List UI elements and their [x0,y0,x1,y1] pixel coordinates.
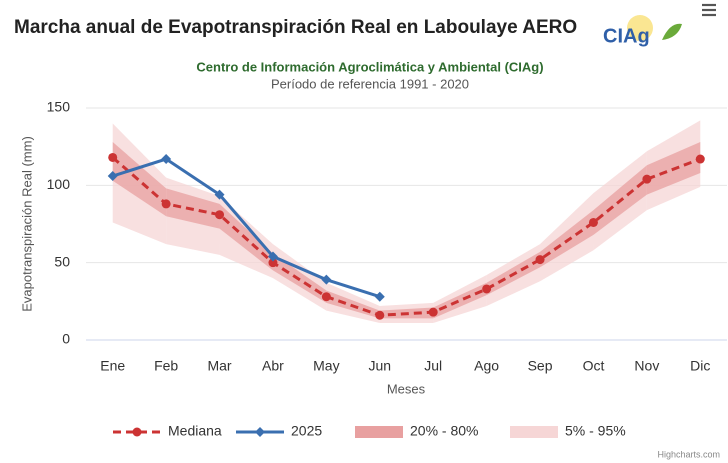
range-band [540,210,594,268]
point-marker [268,258,278,268]
range-band [433,282,487,319]
legend-label: 20% - 80% [410,423,478,439]
x-tick-label: Dic [690,358,710,374]
point-marker [482,284,492,294]
x-tick-label: Oct [583,358,605,374]
x-tick-label: May [313,358,339,374]
chart-subtitle: Período de referencia 1991 - 2020 [271,76,469,91]
x-tick-label: Nov [634,358,659,374]
x-tick-label: Feb [154,358,178,374]
chart-subtitle: Centro de Información Agroclimática y Am… [196,59,543,74]
chart-title: Marcha anual de Evapotranspiración Real … [14,17,577,38]
x-tick-label: Sep [528,358,553,374]
point-marker [428,307,438,317]
point-marker [588,217,598,227]
legend-swatch [355,426,403,438]
point-marker [374,291,385,302]
x-axis-title: Meses [387,381,426,396]
y-tick-label: 150 [47,99,71,115]
x-tick-label: Jun [369,358,392,374]
legend-label: 2025 [291,423,322,439]
y-tick-label: 0 [62,331,70,347]
logo-leaf [662,23,682,40]
x-tick-label: Jul [424,358,442,374]
legend-label: 5% - 95% [565,423,626,439]
point-marker [214,189,225,200]
legend-marker [255,427,265,437]
logo-sun [627,15,653,41]
point-marker [215,210,225,220]
y-tick-label: 100 [47,176,71,192]
point-marker [321,274,332,285]
legend: Mediana 2025 20% - 80% 5% - 95% [113,423,626,439]
x-tick-label: Mar [207,358,231,374]
series-line [111,156,701,317]
point-marker [695,154,705,164]
legend-marker [132,427,142,437]
logo: CIAg [603,15,682,47]
point-marker [375,310,385,320]
point-marker [161,154,172,165]
plot-area: 0 50 100 150 Ene Feb Mar Abr May Jun Jul Ago Sep Oct N… [47,99,727,374]
point-marker [535,255,545,265]
series-line [112,157,381,299]
logo-text: CIAg [603,25,650,47]
legend-swatch [510,426,558,438]
x-tick-label: Ene [100,358,125,374]
point-marker [321,292,331,302]
x-tick-label: Ago [474,358,499,374]
y-tick-label: 50 [54,253,70,269]
x-tick-label: Abr [262,358,284,374]
point-marker [161,199,171,209]
credit: Highcharts.com [657,449,720,459]
point-marker [108,152,118,162]
point-marker [107,171,118,182]
y-axis-title: Evapotranspiración Real (mm) [19,136,34,312]
menu-button[interactable] [700,2,718,18]
range-band [112,142,167,217]
point-marker [642,174,652,184]
legend-label: Mediana [168,423,222,439]
point-marker [267,251,278,262]
